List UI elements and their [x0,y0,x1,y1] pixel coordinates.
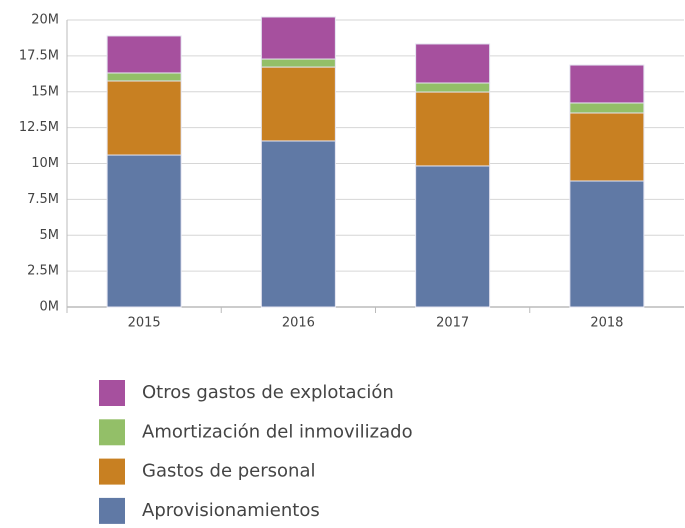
bar-segment [106,35,182,74]
legend-swatch [99,380,125,406]
bar-segment [260,58,336,68]
x-tick-label: 2017 [436,316,469,331]
y-tick-label: 7.5M [27,192,59,207]
x-tick-label: 2018 [590,316,623,331]
bar-segment [106,154,182,308]
legend-swatch [99,497,125,524]
bar-segment [260,140,336,308]
legend-label: Otros gastos de explotación [142,382,394,403]
legend-swatch [99,419,125,446]
bar-segment [569,112,645,182]
legend-label: Amortización del inmovilizado [142,421,413,442]
x-tick-label: 2016 [282,316,315,331]
y-tick-label: 20M [31,13,59,28]
legend-swatch [99,458,125,485]
y-tick-label: 2.5M [27,264,59,279]
bar-segment [415,82,491,93]
legend-label: Aprovisionamientos [142,500,320,521]
bar-segment [106,72,182,82]
y-tick-label: 5M [40,228,60,243]
y-tick-label: 17.5M [19,48,59,63]
bar-segment [415,91,491,167]
legend-label: Gastos de personal [142,461,315,482]
y-tick-label: 10M [31,156,59,171]
bar-segment [106,80,182,156]
bar-segment [415,165,491,308]
bar-segment [569,64,645,104]
y-tick-label: 0M [40,300,60,315]
x-tick-label: 2015 [128,316,161,331]
bar-segment [260,66,336,142]
y-tick-label: 15M [31,84,59,99]
bar-segment [569,102,645,114]
bar-segment [569,180,645,308]
y-tick-label: 12.5M [19,120,59,135]
bar-segment [415,43,491,84]
bar-segment [260,16,336,60]
